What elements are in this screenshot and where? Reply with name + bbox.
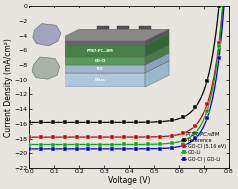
Legend: Reference, GO-Cl (5.16 eV), GO-Li, GO-Cl | GO-Li: Reference, GO-Cl (5.16 eV), GO-Li, GO-Cl…	[180, 131, 227, 162]
X-axis label: Voltage (V): Voltage (V)	[108, 176, 150, 185]
Y-axis label: Current Density (mA/cm²): Current Density (mA/cm²)	[4, 38, 13, 136]
